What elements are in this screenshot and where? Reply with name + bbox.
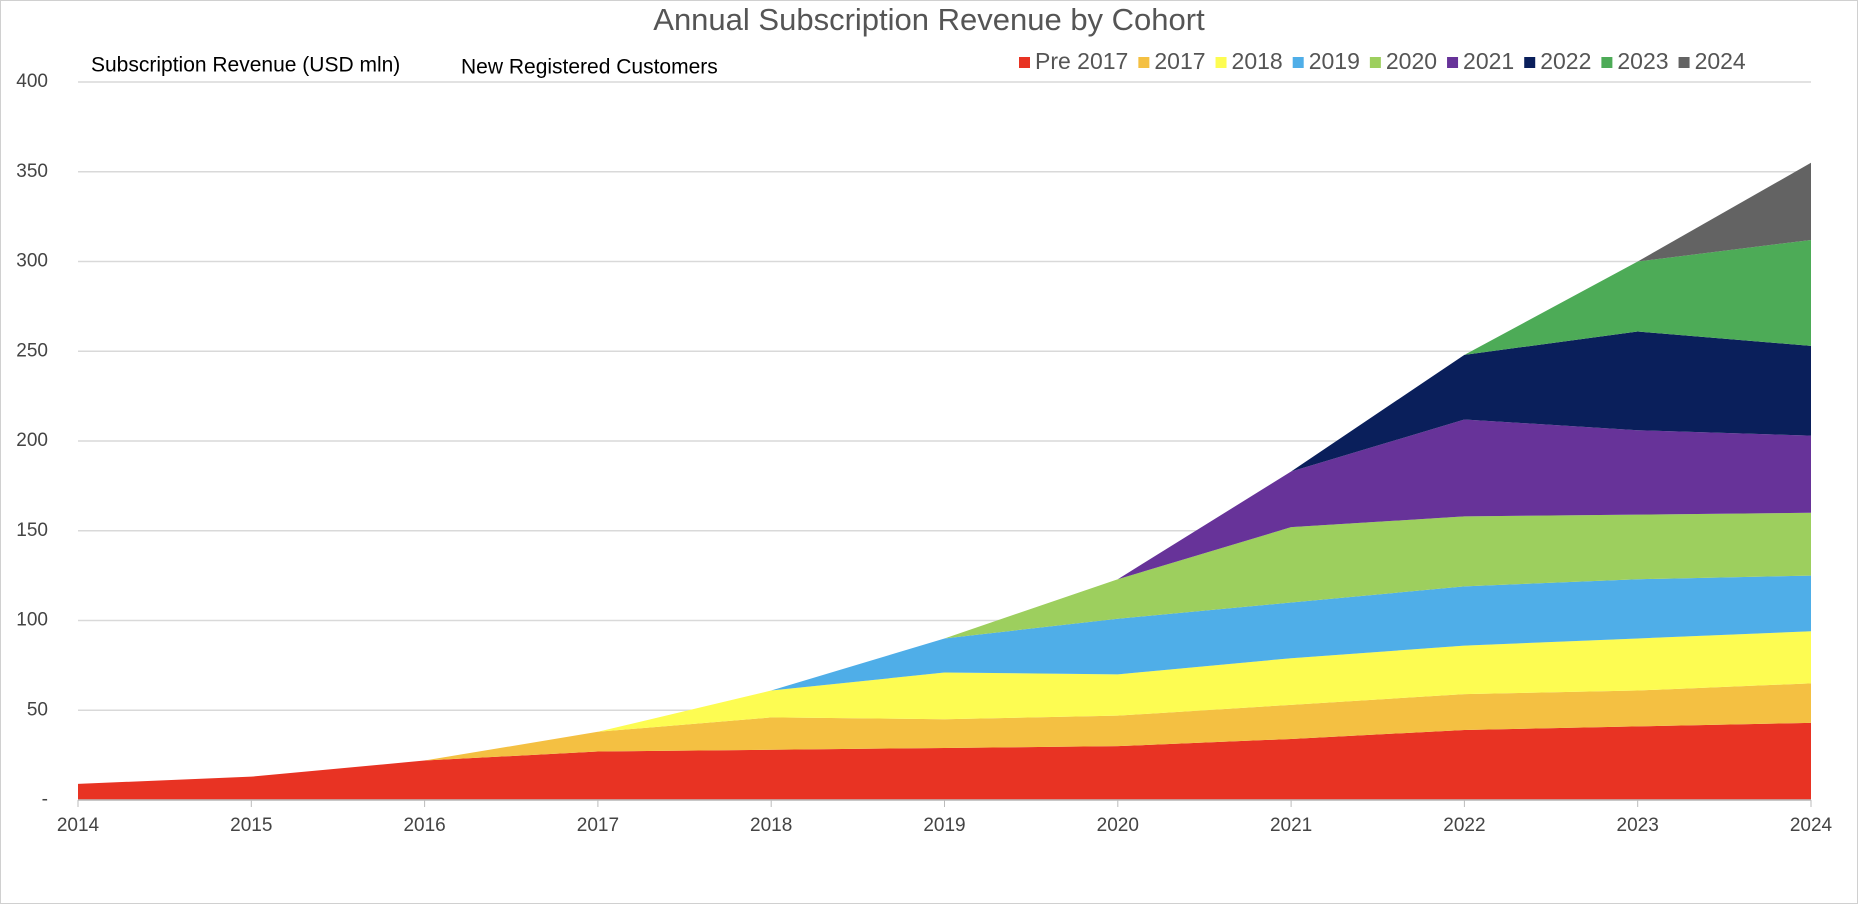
chart-title: Annual Subscription Revenue by Cohort — [653, 2, 1205, 37]
legend-label: 2024 — [1695, 48, 1746, 74]
area — [597, 631, 1811, 732]
x-tick-label: 2018 — [750, 815, 792, 836]
annotation: New Registered Customers — [461, 56, 718, 79]
y-tick-label: 200 — [16, 430, 48, 451]
legend-label: 2022 — [1540, 48, 1591, 74]
x-tick-label: 2021 — [1270, 815, 1312, 836]
annotation: Subscription Revenue (USD mln) — [91, 54, 400, 77]
y-tick-label: 250 — [16, 340, 48, 361]
area — [771, 575, 1812, 691]
legend-label: 2019 — [1309, 48, 1360, 74]
area — [944, 512, 1811, 639]
x-tick-label: 2020 — [1097, 815, 1139, 836]
area — [1637, 162, 1811, 262]
x-tick-label: 2017 — [577, 815, 619, 836]
x-tick-label: 2015 — [230, 815, 272, 836]
legend-label: 2017 — [1154, 48, 1205, 74]
legend-swatch — [1601, 57, 1613, 68]
x-tick-label: 2023 — [1617, 815, 1659, 836]
legend-label: 2018 — [1232, 48, 1283, 74]
area — [1291, 331, 1811, 472]
legend-swatch — [1138, 57, 1150, 68]
y-tick-label: 150 — [16, 520, 48, 541]
legend-swatch — [1524, 57, 1536, 68]
area — [1464, 239, 1811, 355]
legend-swatch — [1369, 57, 1381, 68]
legend-swatch — [1447, 57, 1459, 68]
y-tick-label: 400 — [16, 71, 48, 92]
legend-label: 2021 — [1463, 48, 1514, 74]
y-tick-label: 100 — [16, 610, 48, 631]
legend-label: 2020 — [1386, 48, 1437, 74]
area — [424, 683, 1812, 761]
area — [78, 722, 1811, 800]
legend-swatch — [1678, 57, 1690, 68]
area — [1117, 419, 1811, 580]
legend-label: 2023 — [1617, 48, 1668, 74]
legend-label: Pre 2017 — [1035, 48, 1128, 74]
y-tick-label: - — [42, 789, 48, 810]
legend-swatch — [1215, 57, 1227, 68]
x-tick-label: 2024 — [1790, 815, 1833, 836]
x-tick-label: 2019 — [923, 815, 965, 836]
x-tick-label: 2014 — [57, 815, 100, 836]
legend-swatch — [1292, 57, 1304, 68]
y-tick-label: 300 — [16, 251, 48, 272]
y-tick-label: 350 — [16, 161, 48, 182]
y-tick-label: 50 — [27, 699, 48, 720]
x-tick-label: 2022 — [1443, 815, 1485, 836]
legend-swatch — [1019, 57, 1030, 68]
x-tick-label: 2016 — [403, 815, 445, 836]
